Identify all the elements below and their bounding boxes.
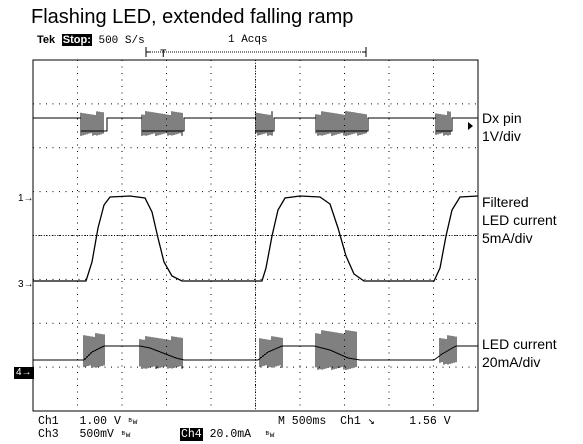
ch1-scale: 1.00 V xyxy=(79,415,121,428)
ch4-ground-marker: 4→ xyxy=(14,367,34,379)
ch3-status: Ch3 500mV ᴮw xyxy=(38,428,130,442)
filtered-led-current-trace xyxy=(33,195,479,282)
run-state-badge: Stop: xyxy=(61,34,92,46)
ch1-name: Ch1 xyxy=(38,415,59,428)
trigger-level-arrow xyxy=(468,122,473,130)
ch3-scale: 500mV xyxy=(79,428,114,441)
trigger-slope-icon: ↘ xyxy=(367,415,375,428)
trigger-source: Ch1 xyxy=(340,415,361,428)
dx-pin-bursts xyxy=(80,111,451,136)
scope-header: Tek Stop: 500 S/s xyxy=(37,33,145,47)
timebase: M 500ms xyxy=(278,415,327,428)
page-title: Flashing LED, extended falling ramp xyxy=(31,6,354,28)
dx-pin-label-line2: 1V/div xyxy=(482,128,521,144)
led-current-label-line2: 20mA/div xyxy=(482,354,541,370)
record-bracket xyxy=(145,47,367,57)
ch1-ground-marker: 1→ xyxy=(18,193,34,204)
ch4-name: Ch4 xyxy=(180,428,203,441)
dx-pin-label-line1: Dx pin xyxy=(482,110,522,126)
trigger-position-marker: T xyxy=(160,49,167,61)
acquisition-count: 1 Acqs xyxy=(228,34,268,46)
led-current-noise xyxy=(83,330,457,370)
brand-label: Tek xyxy=(37,34,56,46)
trigger-level: 1.56 V xyxy=(409,415,451,428)
filtered-label-line3: 5mA/div xyxy=(482,230,533,246)
ch3-name: Ch3 xyxy=(38,428,59,441)
ch4-bandwidth-icon: ᴮw xyxy=(264,431,275,440)
led-current-label-line1: LED current xyxy=(482,336,557,352)
timebase-status: M 500ms Ch1 ↘ 1.56 V xyxy=(278,415,451,428)
ch4-status: Ch4 20.0mA ᴮw xyxy=(180,428,274,442)
ch1-bandwidth-icon: ᴮw xyxy=(127,418,138,427)
filtered-label-line2: LED current xyxy=(482,212,557,228)
filtered-label-line1: Filtered xyxy=(482,194,529,210)
sample-rate: 500 S/s xyxy=(98,35,145,47)
ch4-scale: 20.0mA xyxy=(209,428,252,441)
ch1-status: Ch1 1.00 V ᴮw xyxy=(38,415,137,429)
ch3-ground-marker: 3→ xyxy=(18,279,34,290)
ch3-bandwidth-icon: ᴮw xyxy=(120,431,131,440)
